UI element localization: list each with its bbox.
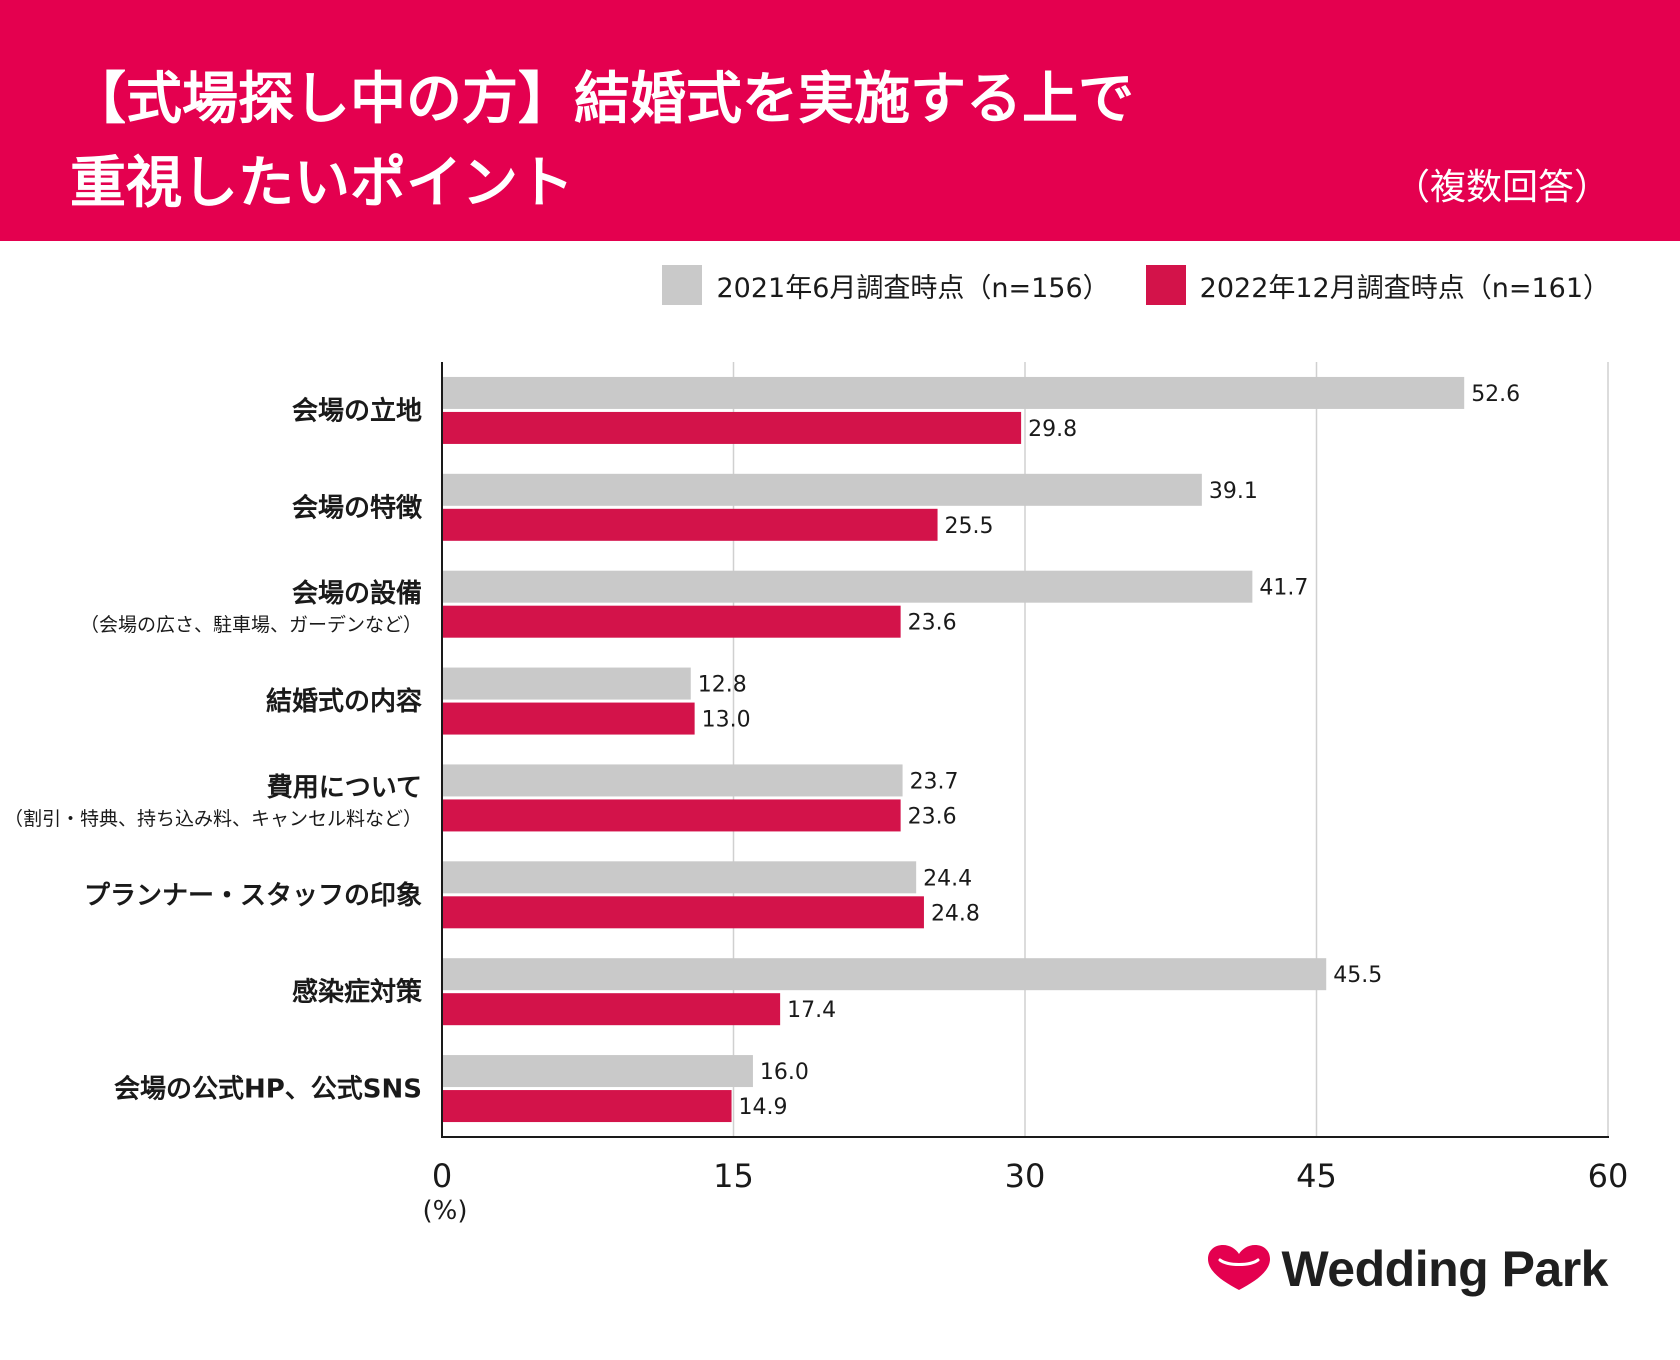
- value-label-0-1: 29.8: [1028, 417, 1077, 442]
- category-label-0: 会場の立地: [292, 395, 422, 426]
- value-label-5-1: 24.8: [931, 901, 980, 926]
- category-label-3: 結婚式の内容: [266, 686, 422, 717]
- legend-label-2022: 2022年12月調査時点（n=161）: [1199, 272, 1610, 304]
- bar-2-1: [442, 605, 901, 638]
- legend-label-2021: 2021年6月調査時点（n=156）: [716, 272, 1110, 304]
- legend-item-2021: 2021年6月調査時点（n=156）: [662, 265, 1110, 305]
- category-sublabel-2: （会場の広さ、駐車場、ガーデンなど）: [80, 614, 422, 636]
- value-label-7-0: 16.0: [760, 1060, 809, 1085]
- category-label-6: 感染症対策: [292, 977, 422, 1008]
- x-tick-label-15: 15: [713, 1157, 754, 1195]
- chart-title: 【式場探し中の方】結婚式を実施する上で 重視したいポイント: [70, 58, 1134, 226]
- value-label-7-1: 14.9: [739, 1095, 788, 1120]
- bar-0-0: [442, 376, 1465, 409]
- value-label-2-0: 41.7: [1259, 576, 1308, 601]
- value-label-3-1: 13.0: [702, 708, 751, 733]
- bar-1-0: [442, 473, 1202, 506]
- bar-3-0: [442, 667, 691, 700]
- value-label-0-0: 52.6: [1471, 382, 1520, 407]
- legend-swatch-2022: [1145, 265, 1186, 305]
- value-label-5-0: 24.4: [923, 866, 972, 891]
- wedding-park-logo: Wedding Park: [1206, 1240, 1609, 1298]
- header-banner: 【式場探し中の方】結婚式を実施する上で 重視したいポイント （複数回答）: [0, 0, 1680, 241]
- chart-title-line2: 重視したいポイント: [70, 151, 574, 216]
- category-sublabel-4: （割引・特典、持ち込み料、キャンセル料など）: [4, 808, 422, 830]
- heart-icon: [1207, 1245, 1270, 1290]
- value-label-2-1: 23.6: [908, 611, 957, 636]
- bar-6-1: [442, 993, 781, 1026]
- bar-6-0: [442, 958, 1327, 991]
- bar-5-1: [442, 896, 924, 929]
- category-label-2: 会場の設備: [292, 578, 422, 609]
- bar-7-0: [442, 1055, 753, 1088]
- category-label-7: 会場の公式HP、公式SNS: [114, 1075, 422, 1105]
- value-label-4-1: 23.6: [908, 804, 957, 829]
- bar-4-1: [442, 799, 901, 832]
- bar-0-1: [442, 411, 1022, 444]
- legend-item-2022: 2022年12月調査時点（n=161）: [1145, 265, 1610, 305]
- bar-3-1: [442, 702, 695, 735]
- value-label-3-0: 12.8: [698, 673, 747, 698]
- bar-7-1: [442, 1090, 732, 1123]
- x-axis-unit-label: (%): [423, 1196, 468, 1226]
- category-label-4: 費用について: [267, 773, 422, 803]
- x-tick-label-0: 0: [432, 1157, 452, 1195]
- x-tick-label-60: 60: [1588, 1157, 1629, 1195]
- x-tick-label-30: 30: [1005, 1157, 1046, 1195]
- legend: 2021年6月調査時点（n=156） 2022年12月調査時点（n=161）: [626, 265, 1610, 305]
- legend-swatch-2021: [662, 265, 703, 305]
- value-label-6-1: 17.4: [787, 998, 836, 1023]
- value-label-1-0: 39.1: [1209, 479, 1258, 504]
- category-label-1: 会場の特徴: [292, 492, 423, 523]
- category-label-5: プランナー・スタッフの印象: [84, 880, 422, 911]
- logo-text: Wedding Park: [1281, 1241, 1609, 1297]
- value-label-6-0: 45.5: [1333, 963, 1382, 988]
- bar-1-1: [442, 508, 938, 541]
- value-label-1-1: 25.5: [945, 514, 994, 539]
- x-tick-label-45: 45: [1296, 1157, 1337, 1195]
- value-label-4-0: 23.7: [910, 769, 959, 794]
- multiple-answer-note: （複数回答）: [1393, 167, 1610, 208]
- bar-2-0: [442, 570, 1253, 603]
- bar-5-0: [442, 861, 917, 894]
- chart-title-line1: 【式場探し中の方】結婚式を実施する上で: [70, 67, 1134, 132]
- bar-4-0: [442, 764, 903, 797]
